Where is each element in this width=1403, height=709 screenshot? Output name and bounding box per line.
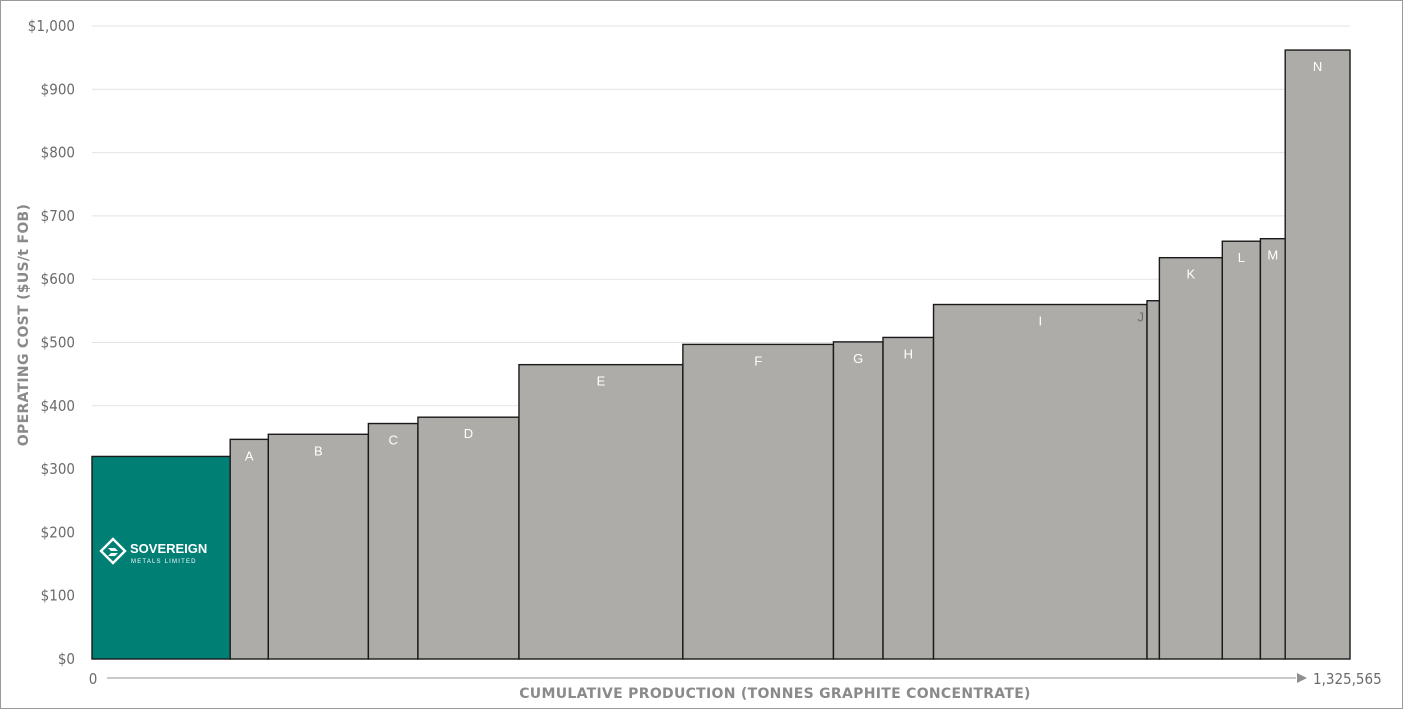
bar-i [932,303,1148,660]
sovereign-logo-mark-icon [99,537,127,565]
y-axis-label: OPERATING COST ($US/t FOB) [16,204,32,446]
y-tick-label: $600 [41,270,75,288]
bar-label-j: J [1138,310,1145,325]
bar-label-m: M [1267,248,1278,263]
bar-d [417,416,520,660]
x-axis-end-label: 1,325,565 [1313,670,1382,688]
bar-h [882,336,935,660]
bar-a [229,438,270,660]
bar-c [367,422,419,660]
bar-l [1221,240,1262,660]
logo-tagline: METALS LIMITED [131,559,197,565]
y-axis-ticks: $0 $100 $200 $300 $400 $500 $600 $700 $800 $900 $1… [28,17,75,668]
x-axis-start-label: 0 [89,670,98,688]
y-tick-label: $0 [58,650,75,668]
bar-label-a: A [245,448,254,463]
bar-n [1284,49,1351,660]
bar-g [832,341,884,660]
bar-label-h: H [904,346,913,361]
x-axis: 0 1,325,565 [89,670,1382,688]
bar-k [1158,256,1223,660]
sovereign-logo: SOVEREIGN METALS LIMITED [99,537,207,565]
bars [91,49,1351,660]
bar-label-k: K [1187,267,1196,282]
bar-label-b: B [314,443,323,458]
bar-label-e: E [597,374,606,389]
logo-name: SOVEREIGN [130,541,207,556]
y-tick-label: $400 [41,397,75,415]
y-tick-label: $300 [41,460,75,478]
bar-b [267,433,370,660]
y-tick-label: $700 [41,207,75,225]
y-tick-label: $900 [41,80,75,98]
x-axis-arrowhead-icon [1297,673,1307,683]
y-tick-label: $1,000 [28,17,75,35]
bar-label-g: G [853,351,863,366]
bar-label-d: D [464,426,473,441]
y-tick-label: $800 [41,144,75,162]
bar-label-n: N [1313,59,1322,74]
bar-j [1146,300,1161,660]
y-tick-label: $200 [41,523,75,541]
bar-label-l: L [1238,250,1245,265]
bar-sovereign [91,455,231,660]
y-tick-label: $500 [41,334,75,352]
bar-m [1259,237,1286,660]
bar-label-f: F [754,353,762,368]
bar-label-c: C [388,433,397,448]
x-axis-label: CUMULATIVE PRODUCTION (TONNES GRAPHITE C… [519,686,1031,702]
bar-labels: A B C D E F G H I J K L M N [245,59,1322,463]
bar-e [518,363,684,660]
bar-label-i: I [1038,314,1042,329]
bar-f [682,343,835,660]
y-tick-label: $100 [41,587,75,605]
